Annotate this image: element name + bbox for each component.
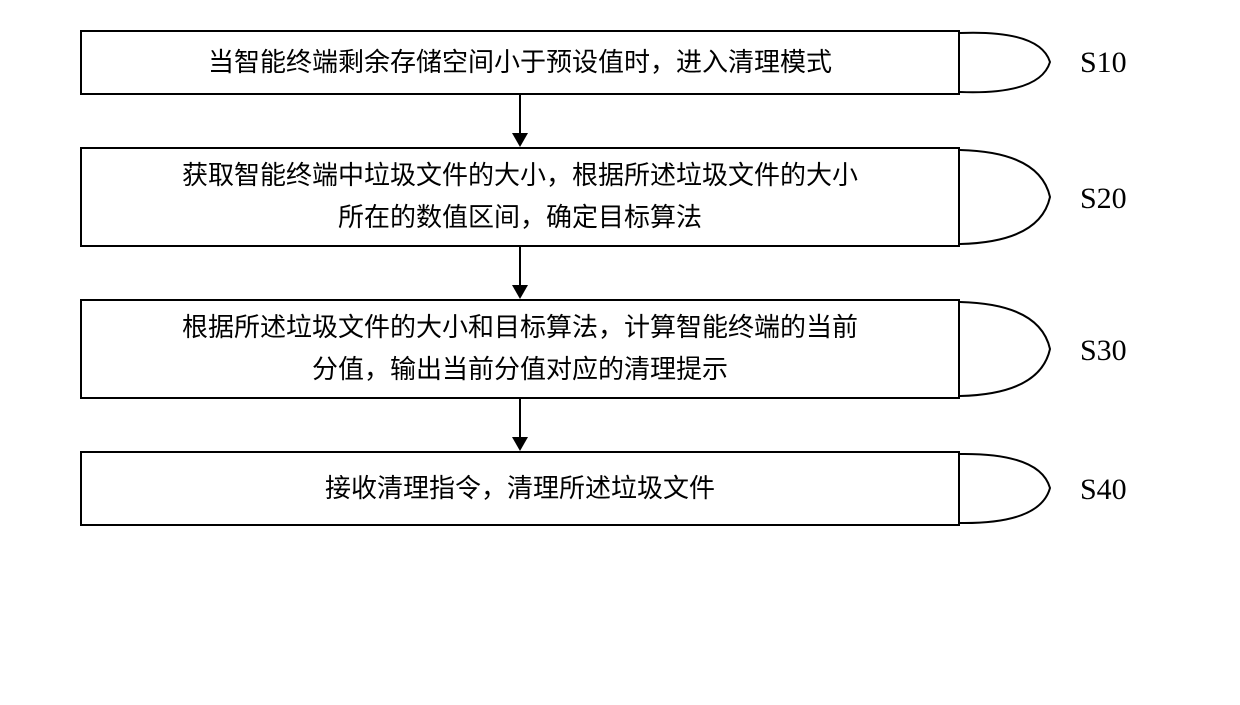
arrow-2 [505, 247, 535, 299]
step-box-s40: 接收清理指令，清理所述垃圾文件 [80, 451, 960, 526]
step-box-s20: 获取智能终端中垃圾文件的大小，根据所述垃圾文件的大小所在的数值区间，确定目标算法 [80, 147, 960, 247]
connector-s10 [960, 30, 1060, 95]
step-label-s10: S10 [1080, 46, 1127, 80]
step-text-s10: 当智能终端剩余存储空间小于预设值时，进入清理模式 [208, 42, 832, 84]
arrow-1 [505, 95, 535, 147]
step-label-s40: S40 [1080, 473, 1127, 507]
connector-s30 [960, 299, 1060, 399]
step-text-s40: 接收清理指令，清理所述垃圾文件 [325, 468, 715, 510]
step-box-s30: 根据所述垃圾文件的大小和目标算法，计算智能终端的当前分值，输出当前分值对应的清理… [80, 299, 960, 399]
step-label-s20: S20 [1080, 182, 1127, 216]
connector-s40 [960, 451, 1060, 526]
step-label-s30: S30 [1080, 334, 1127, 368]
connector-s20 [960, 147, 1060, 247]
flowchart-container: 当智能终端剩余存储空间小于预设值时，进入清理模式 S10 获取智能终端中垃圾文件… [80, 30, 1160, 526]
step-text-s30: 根据所述垃圾文件的大小和目标算法，计算智能终端的当前分值，输出当前分值对应的清理… [182, 307, 858, 390]
arrow-3 [505, 399, 535, 451]
step-text-s20: 获取智能终端中垃圾文件的大小，根据所述垃圾文件的大小所在的数值区间，确定目标算法 [182, 155, 858, 238]
step-box-s10: 当智能终端剩余存储空间小于预设值时，进入清理模式 [80, 30, 960, 95]
